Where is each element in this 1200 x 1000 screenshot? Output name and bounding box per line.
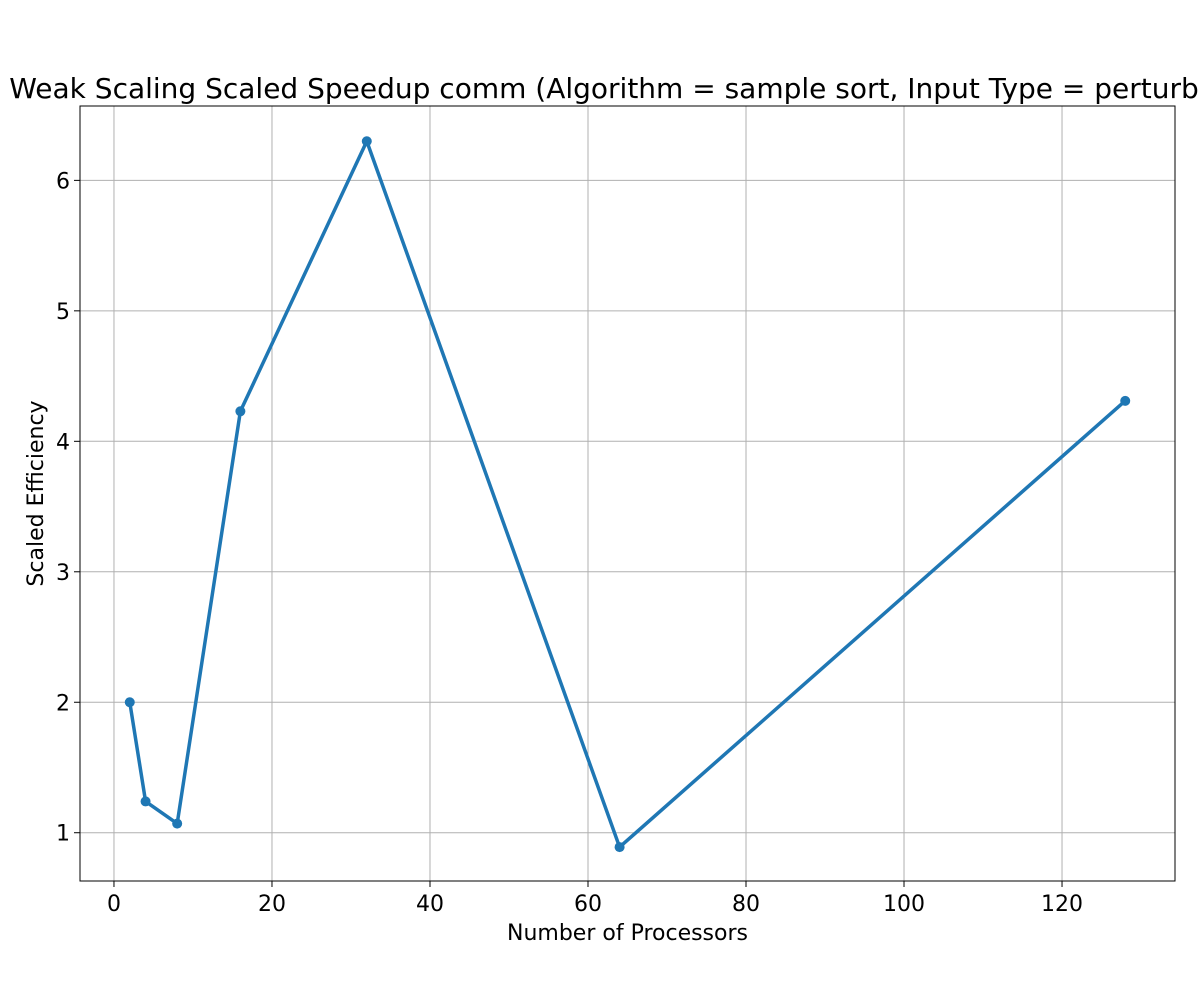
x-tick-label: 100 [883, 892, 925, 917]
x-tick-label: 120 [1041, 892, 1083, 917]
x-tick-label: 40 [416, 892, 444, 917]
y-tick-label: 1 [56, 822, 70, 847]
y-tick-label: 4 [56, 430, 70, 455]
series-line-group [124, 136, 1131, 853]
x-tick-label: 0 [107, 892, 121, 917]
x-tick-label: 20 [258, 892, 286, 917]
series-line [128, 139, 1127, 849]
data-point [140, 796, 151, 807]
data-point [614, 842, 625, 853]
data-point [172, 818, 183, 829]
y-tick-label: 2 [56, 691, 70, 716]
data-point [1120, 395, 1131, 406]
data-point [235, 406, 246, 417]
grid-lines [80, 106, 1175, 881]
y-axis-label: Scaled Efficiency [24, 400, 49, 586]
data-point [361, 136, 372, 147]
x-axis-ticks: 0 20 40 60 80 100 120 [107, 881, 1083, 917]
plot-frame [79, 105, 1176, 882]
x-axis-label: Number of Processors [507, 921, 748, 946]
data-point [124, 697, 135, 708]
y-axis-ticks: 1 2 3 4 5 6 [56, 169, 80, 847]
x-tick-label: 80 [732, 892, 760, 917]
y-tick-label: 6 [56, 169, 70, 194]
chart-title: Weak Scaling Scaled Speedup comm (Algori… [9, 72, 1200, 105]
x-tick-label: 60 [574, 892, 602, 917]
y-tick-label: 5 [56, 300, 70, 325]
y-tick-label: 3 [56, 561, 70, 586]
